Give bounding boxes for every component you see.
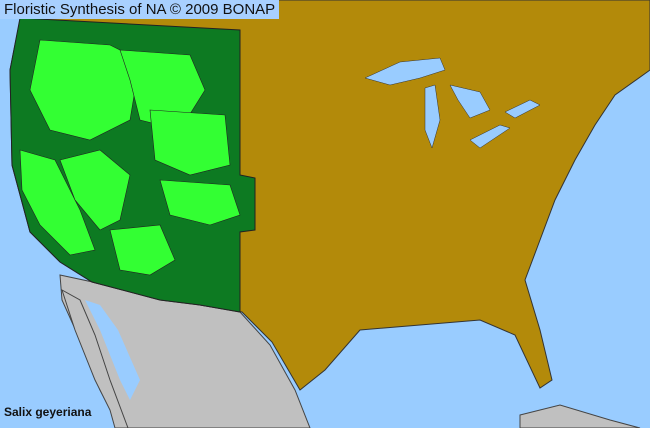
pacific-northwest-counties <box>29 39 141 141</box>
colorado-counties <box>159 179 241 226</box>
county-presence-areas <box>19 39 241 276</box>
great-lakes <box>364 57 541 149</box>
lake-erie <box>469 124 511 149</box>
baja-california <box>61 288 129 428</box>
california-counties <box>19 149 96 256</box>
nevada-utah-counties <box>59 149 131 231</box>
cuba <box>519 404 641 428</box>
southwest-counties <box>109 224 176 276</box>
species-label: Salix geyeriana <box>4 405 92 419</box>
gulf-of-california <box>85 300 140 400</box>
wyoming-counties <box>149 109 231 176</box>
map-title: Floristic Synthesis of NA © 2009 BONAP <box>0 0 280 19</box>
lake-michigan <box>424 84 441 149</box>
lake-superior <box>364 57 446 86</box>
lake-ontario <box>504 99 541 119</box>
lake-huron <box>449 84 491 119</box>
